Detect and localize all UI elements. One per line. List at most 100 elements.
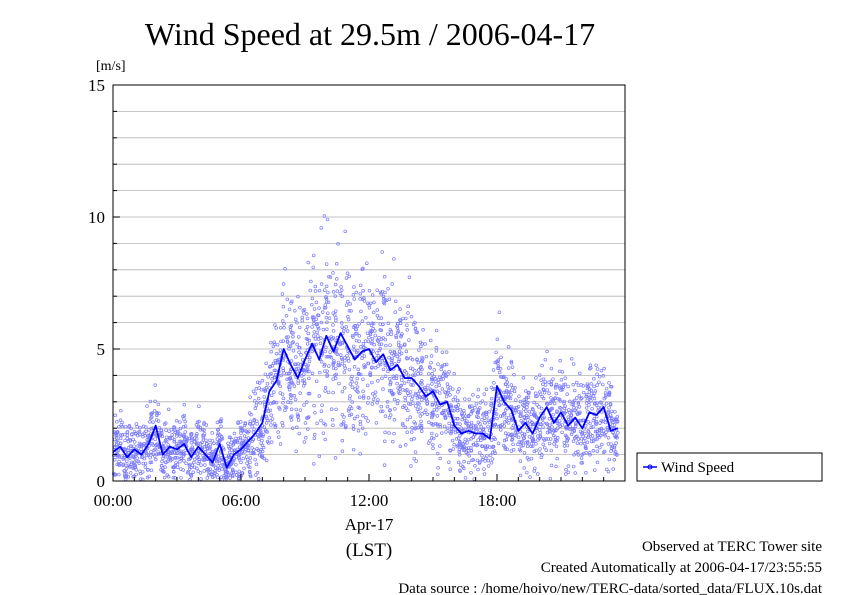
scatter-point — [157, 425, 162, 430]
scatter-point — [173, 476, 177, 480]
scatter-point — [219, 419, 223, 424]
scatter-point — [114, 433, 118, 438]
scatter-point — [510, 438, 514, 442]
scatter-point — [535, 394, 539, 398]
scatter-point — [413, 369, 417, 373]
scatter-point — [584, 450, 588, 455]
scatter-point — [178, 432, 183, 436]
scatter-point — [134, 422, 139, 426]
scatter-point — [541, 425, 545, 429]
scatter-point — [458, 468, 462, 473]
scatter-point — [274, 326, 278, 330]
scatter-point — [332, 359, 336, 363]
scatter-point — [245, 461, 249, 466]
scatter-point — [262, 395, 267, 399]
scatter-point — [333, 456, 338, 460]
scatter-point — [506, 432, 511, 436]
scatter-point — [602, 432, 607, 437]
scatter-point — [510, 365, 515, 369]
scatter-point — [334, 351, 338, 355]
scatter-point — [361, 396, 366, 400]
scatter-point — [160, 459, 164, 464]
scatter-point — [491, 387, 495, 391]
scatter-point — [526, 395, 531, 400]
scatter-point — [199, 463, 203, 467]
scatter-point — [331, 423, 335, 428]
scatter-point — [317, 288, 322, 293]
scatter-point — [427, 372, 431, 376]
scatter-point — [232, 448, 237, 453]
scatter-point — [392, 353, 396, 357]
scatter-point — [153, 399, 157, 404]
scatter-point — [450, 408, 455, 413]
scatter-point — [136, 430, 141, 434]
scatter-point — [350, 385, 355, 389]
scatter-point — [253, 399, 257, 403]
scatter-point — [587, 403, 591, 407]
scatter-point — [129, 462, 134, 466]
scatter-point — [123, 424, 128, 429]
scatter-point — [394, 334, 398, 338]
scatter-point — [162, 470, 166, 474]
scatter-point — [493, 437, 497, 442]
scatter-point — [590, 406, 594, 411]
scatter-point — [436, 362, 440, 366]
scatter-point — [595, 429, 599, 434]
scatter-point — [399, 383, 404, 388]
scatter-point — [257, 434, 262, 438]
scatter-point — [473, 405, 477, 410]
scatter-point — [361, 394, 366, 398]
scatter-point — [396, 340, 401, 345]
scatter-point — [446, 385, 450, 389]
scatter-point — [250, 424, 254, 429]
scatter-point — [606, 435, 611, 440]
scatter-point — [264, 414, 269, 419]
scatter-point — [559, 386, 564, 390]
legend: Wind Speed — [636, 452, 823, 482]
scatter-point — [493, 451, 497, 455]
scatter-point — [212, 474, 216, 478]
scatter-point — [179, 439, 183, 444]
scatter-point — [128, 471, 133, 475]
scatter-point — [360, 426, 365, 430]
scatter-point — [410, 394, 415, 398]
scatter-point — [331, 271, 335, 275]
scatter-point — [489, 402, 493, 406]
scatter-point — [373, 390, 378, 394]
scatter-point — [265, 382, 270, 386]
scatter-point — [358, 419, 363, 424]
scatter-point — [408, 366, 413, 370]
scatter-point — [182, 433, 186, 437]
scatter-point — [433, 380, 438, 384]
scatter-point — [268, 364, 273, 369]
scatter-point — [444, 391, 448, 395]
scatter-point — [613, 450, 618, 454]
scatter-point — [393, 299, 398, 303]
scatter-point — [281, 396, 286, 401]
scatter-point — [549, 395, 553, 400]
scatter-point — [383, 374, 388, 379]
scatter-point — [390, 358, 394, 363]
scatter-point — [388, 343, 392, 347]
scatter-point — [482, 436, 487, 441]
scatter-point — [273, 425, 277, 429]
scatter-point — [310, 315, 315, 320]
scatter-point — [563, 376, 567, 380]
scatter-point — [319, 282, 324, 286]
scatter-point — [358, 291, 363, 296]
scatter-point — [432, 368, 437, 372]
scatter-point — [443, 362, 447, 367]
scatter-point — [346, 359, 351, 363]
scatter-point — [594, 420, 599, 424]
scatter-point — [566, 464, 571, 468]
scatter-point — [412, 456, 416, 461]
scatter-point — [481, 428, 486, 432]
scatter-point — [269, 440, 274, 444]
scatter-point — [458, 422, 462, 426]
scatter-point — [381, 294, 386, 299]
scatter-point — [254, 400, 259, 405]
scatter-point — [333, 294, 337, 298]
scatter-point — [175, 434, 179, 438]
scatter-point — [503, 431, 508, 435]
scatter-point — [161, 466, 165, 470]
